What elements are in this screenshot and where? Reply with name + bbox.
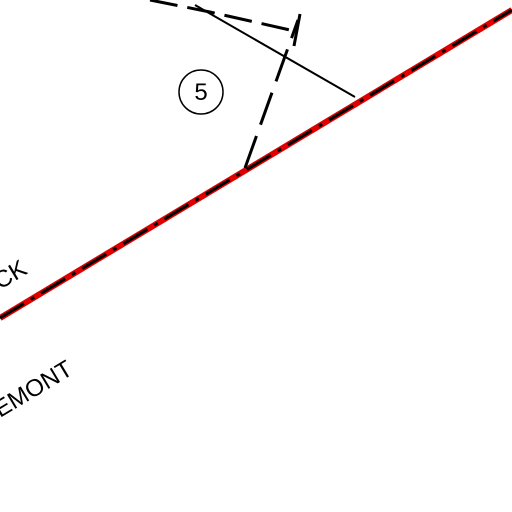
tick: [292, 13, 302, 47]
dashed-line: [149, 0, 291, 32]
parcel-circle: [178, 69, 224, 115]
dashed-line: [243, 19, 300, 169]
boundary-dash: [0, 8, 512, 320]
lot-line: [194, 4, 356, 98]
parcel-label: 5: [194, 79, 207, 106]
